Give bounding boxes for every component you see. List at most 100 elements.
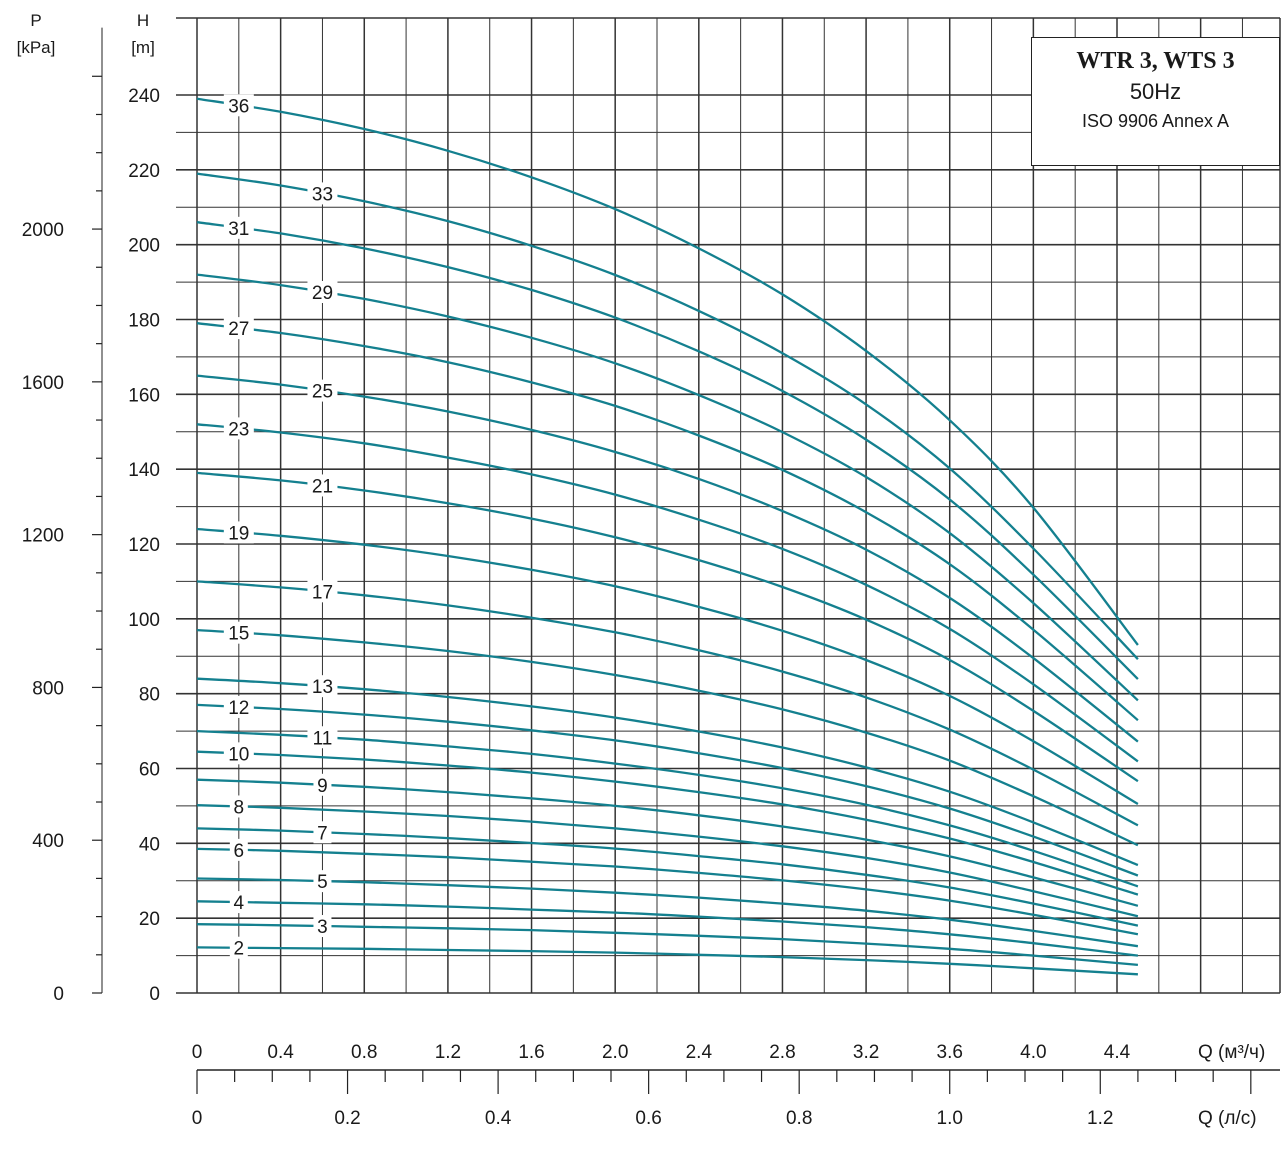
q-ls-tick-label: 0.8 — [786, 1108, 812, 1129]
q-ls-tick-label: 0 — [192, 1108, 203, 1129]
pump-curve-25 — [196, 374, 1139, 743]
pump-curve-6 — [196, 847, 1139, 936]
h-tick-label: 240 — [128, 86, 160, 107]
h-tick-label: 60 — [139, 760, 160, 781]
p-tick-label: 800 — [32, 678, 64, 699]
pump-curve-27 — [196, 322, 1139, 722]
chart-title: WTR 3, WTS 3 — [1076, 48, 1235, 74]
curve-label-bg — [223, 94, 254, 117]
curve-label-2: 2 — [234, 939, 245, 960]
chart-frequency: 50Hz — [1129, 79, 1182, 104]
pump-curve-11 — [196, 729, 1139, 888]
p-axis-unit: [kPa] — [17, 38, 56, 57]
curve-label-bg — [313, 870, 332, 893]
q-ls-tick-label: 0.2 — [334, 1108, 360, 1129]
curve-label-11: 11 — [313, 728, 333, 749]
curve-label-21: 21 — [312, 476, 333, 497]
q-ls-axis-label: Q (л/с) — [1198, 1108, 1257, 1129]
pump-curve-23 — [196, 423, 1139, 763]
pump-curve-12 — [196, 703, 1139, 877]
p-axis-label: P — [30, 11, 41, 30]
q-m3h-tick-label: 1.6 — [518, 1042, 544, 1063]
chart-title-box: WTR 3, WTS 3 50Hz ISO 9906 Annex A — [1031, 37, 1280, 166]
curve-label-3: 3 — [317, 917, 328, 938]
curve-label-bg — [223, 216, 254, 239]
h-tick-label: 180 — [128, 311, 160, 332]
curve-label-13: 13 — [312, 677, 333, 698]
q-m3h-tick-label: 0.8 — [351, 1042, 377, 1063]
q-ls-tick-label: 1.0 — [937, 1108, 963, 1129]
curve-label-36: 36 — [228, 96, 249, 117]
q-m3h-tick-label: 1.2 — [435, 1042, 461, 1063]
pump-curve-13 — [196, 677, 1139, 867]
q-m3h-tick-label: 4.0 — [1020, 1042, 1046, 1063]
pump-curve-3 — [196, 923, 1138, 967]
pump-curve-7 — [196, 827, 1139, 927]
curve-label-bg — [229, 838, 248, 861]
pump-curve-19 — [196, 527, 1139, 805]
h-tick-label: 100 — [128, 610, 160, 631]
curve-label-5: 5 — [317, 872, 328, 893]
curve-label-bg — [223, 521, 254, 544]
pump-curve-21 — [196, 471, 1139, 783]
flow-axis-ls: 0 0.2 0.4 0.6 0.8 1.0 1.2 Q (л/с) — [192, 1069, 1280, 1129]
q-ls-tick-label: 0.6 — [635, 1108, 661, 1129]
h-tick-label: 200 — [128, 236, 160, 257]
curve-label-9: 9 — [317, 776, 328, 797]
p-tick-label: 2000 — [22, 220, 64, 241]
h-tick-label: 0 — [149, 984, 160, 1005]
h-axis-unit: [m] — [131, 38, 155, 57]
q-ls-tick-label: 1.2 — [1087, 1108, 1113, 1129]
curve-label-bg — [307, 474, 338, 497]
curve-label-17: 17 — [312, 582, 333, 603]
p-tick-label: 0 — [53, 984, 64, 1005]
h-tick-label: 80 — [139, 685, 160, 706]
q-m3h-tick-label: 3.2 — [853, 1042, 879, 1063]
pump-curve-2 — [196, 946, 1138, 976]
pump-curve-15 — [196, 628, 1139, 847]
pump-curve-10 — [196, 750, 1139, 896]
h-axis-label: H — [137, 11, 149, 30]
curve-label-12: 12 — [228, 698, 249, 719]
curve-label-bg — [229, 795, 248, 818]
curve-label-6: 6 — [234, 841, 245, 862]
curve-label-4: 4 — [234, 893, 245, 914]
curve-label-bg — [313, 915, 332, 938]
h-tick-label: 120 — [128, 535, 160, 556]
p-tick-label: 1200 — [22, 526, 64, 547]
curve-label-10: 10 — [228, 744, 249, 765]
curve-label-bg — [307, 726, 338, 749]
curve-label-bg — [307, 675, 338, 698]
curve-label-bg — [223, 695, 254, 718]
pump-curve-5 — [196, 877, 1139, 948]
q-ls-tick-label: 0.4 — [485, 1108, 512, 1129]
curve-label-bg — [307, 379, 338, 402]
curve-label-7: 7 — [317, 823, 328, 844]
pump-curve-8 — [196, 804, 1139, 918]
p-tick-label: 1600 — [22, 373, 64, 394]
q-m3h-tick-label: 0.4 — [267, 1042, 294, 1063]
q-m3h-tick-label: 0 — [192, 1042, 203, 1063]
q-m3h-tick-label: 2.4 — [686, 1042, 713, 1063]
q-m3h-tick-label: 3.6 — [937, 1042, 963, 1063]
pump-curve-4 — [196, 900, 1139, 957]
curve-label-bg — [223, 621, 254, 644]
pressure-axis: P [kPa] 0 400 800 1200 1600 2000 — [17, 11, 103, 1005]
q-m3h-tick-label: 4.4 — [1104, 1042, 1131, 1063]
curve-label-bg — [313, 773, 332, 796]
curve-label-19: 19 — [228, 523, 249, 544]
q-m3h-tick-label: 2.0 — [602, 1042, 628, 1063]
curve-label-bg — [307, 182, 338, 205]
curve-label-bg — [229, 936, 248, 959]
curve-label-bg — [229, 891, 248, 914]
h-tick-label: 40 — [139, 834, 160, 855]
chart-curves — [196, 97, 1139, 976]
curve-label-bg — [223, 417, 254, 440]
pump-curve-9 — [196, 778, 1139, 907]
flow-axis-m3h: 0 0.4 0.8 1.2 1.6 2.0 2.4 2.8 3.2 3.6 4.0 4.4 Q (м³/… — [192, 1042, 1266, 1063]
curve-label-25: 25 — [312, 382, 333, 403]
pump-curve-17 — [196, 580, 1139, 827]
head-axis: H [m] 0 20 40 60 80 100 120 140 160 180 200 220 240 — [128, 11, 160, 1005]
